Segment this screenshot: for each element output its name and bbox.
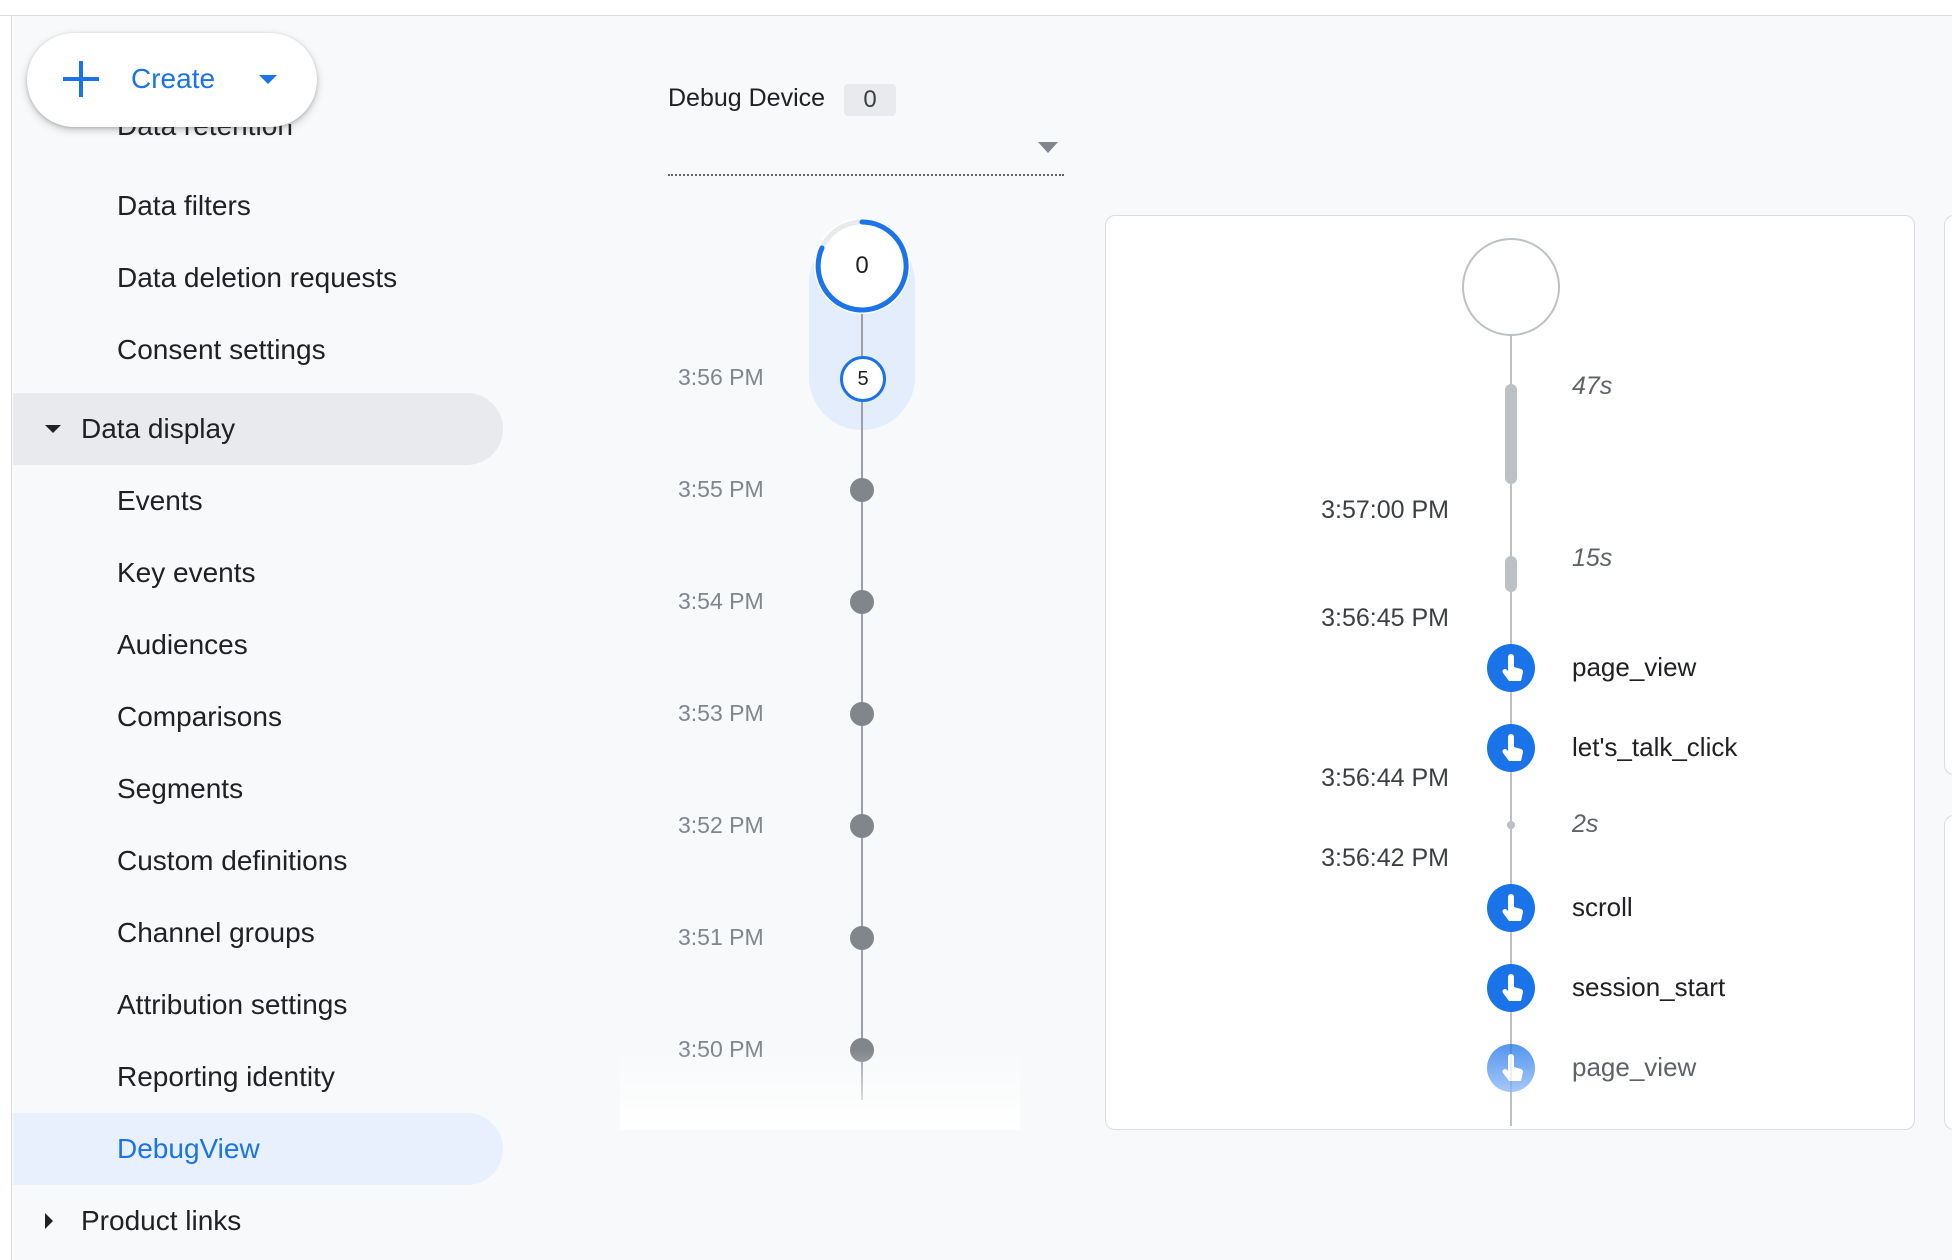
top-border <box>0 0 1952 16</box>
pointer-hand-icon[interactable] <box>1487 964 1535 1012</box>
minutes-fade-overlay <box>620 1050 1020 1130</box>
duration-bar <box>1505 556 1517 592</box>
event-time: 3:56:44 PM <box>1321 764 1449 792</box>
event-name[interactable]: let's_talk_click <box>1572 732 1738 762</box>
top-events-circle[interactable]: 0 <box>814 218 910 314</box>
debug-device-dropdown[interactable] <box>668 138 1064 176</box>
minute-dot[interactable] <box>850 814 874 838</box>
minute-time: 3:52 PM <box>678 812 764 838</box>
event-time: 3:56:45 PM <box>1321 604 1449 632</box>
minute-dot[interactable] <box>850 590 874 614</box>
duration-label: 2s <box>1572 810 1599 838</box>
debug-device-count-badge: 0 <box>844 84 896 116</box>
duration-dot <box>1507 821 1515 829</box>
sidebar-item-events[interactable]: Events <box>117 485 203 516</box>
minute-time: 3:51 PM <box>678 924 764 950</box>
sidebar-item-key-events[interactable]: Key events <box>117 557 256 588</box>
caret-right-icon <box>33 1213 81 1229</box>
top-events-count: 0 <box>855 252 869 279</box>
sidebar-item-custom-definitions[interactable]: Custom definitions <box>117 845 348 876</box>
sidebar-item-data-deletion-requests[interactable]: Data deletion requests <box>117 262 398 293</box>
sidebar-item-comparisons[interactable]: Comparisons <box>117 701 282 732</box>
chevron-down-icon[interactable] <box>259 75 277 84</box>
minute-dot[interactable] <box>850 926 874 950</box>
pointer-hand-icon[interactable] <box>1487 1044 1535 1092</box>
sidebar-item-data-filters[interactable]: Data filters <box>117 190 251 221</box>
minute-time: 3:55 PM <box>678 476 764 502</box>
duration-bar <box>1505 384 1517 484</box>
duration-label: 15s <box>1572 544 1613 572</box>
event-time: 3:56:42 PM <box>1321 844 1449 872</box>
event-name[interactable]: session_start <box>1572 972 1726 1002</box>
minutes-stream: 0 5 3:56 PM 3:55 PM 3:54 PM 3:53 PM 3:52… <box>620 200 1020 1130</box>
event-name[interactable]: page_view <box>1572 652 1697 682</box>
sidebar-item-channel-groups[interactable]: Channel groups <box>117 917 315 948</box>
sidebar-group-data-display[interactable]: Data display <box>13 393 503 465</box>
event-name[interactable]: page_view <box>1572 1052 1697 1082</box>
event-name[interactable]: scroll <box>1572 892 1633 922</box>
sidebar-item-debugview[interactable]: DebugView <box>13 1113 503 1185</box>
minute-time: 3:56 PM <box>678 364 764 390</box>
create-button[interactable]: Create <box>27 33 317 127</box>
seconds-stream-card: 47s 3:57:00 PM 15s 3:56:45 PM page_view … <box>1105 215 1915 1130</box>
pointer-hand-icon[interactable] <box>1487 884 1535 932</box>
user-properties-card-edge <box>1944 815 1952 1130</box>
sidebar-group-product-links[interactable]: Product links <box>13 1185 503 1257</box>
minute-dot[interactable] <box>850 478 874 502</box>
debug-device-label: Debug Device <box>668 84 826 112</box>
sidebar-item-reporting-identity[interactable]: Reporting identity <box>117 1061 335 1092</box>
sidebar: Data retention Data filters Data deletio… <box>13 16 513 1260</box>
minute-time: 3:54 PM <box>678 588 764 614</box>
sidebar-item-segments[interactable]: Segments <box>117 773 244 804</box>
event-time: 3:57:00 PM <box>1321 496 1449 524</box>
dropdown-arrow-icon <box>1038 142 1058 153</box>
sidebar-item-attribution-settings[interactable]: Attribution settings <box>117 989 348 1020</box>
sidebar-item-data-retention[interactable]: Data retention <box>117 124 293 141</box>
duration-label: 47s <box>1572 372 1613 400</box>
top-events-card-edge <box>1944 215 1952 775</box>
seconds-start-circle <box>1462 238 1560 336</box>
left-rail <box>0 16 12 1260</box>
pointer-hand-icon[interactable] <box>1487 644 1535 692</box>
minute-dot[interactable] <box>850 702 874 726</box>
sidebar-item-consent-settings[interactable]: Consent settings <box>117 334 326 365</box>
plus-icon <box>63 61 99 97</box>
create-label: Create <box>131 63 216 94</box>
minute-time: 3:53 PM <box>678 700 764 726</box>
caret-down-icon <box>33 425 81 433</box>
sidebar-item-audiences[interactable]: Audiences <box>117 629 248 660</box>
pointer-hand-icon[interactable] <box>1487 724 1535 772</box>
current-minute-event-count[interactable]: 5 <box>840 356 886 402</box>
